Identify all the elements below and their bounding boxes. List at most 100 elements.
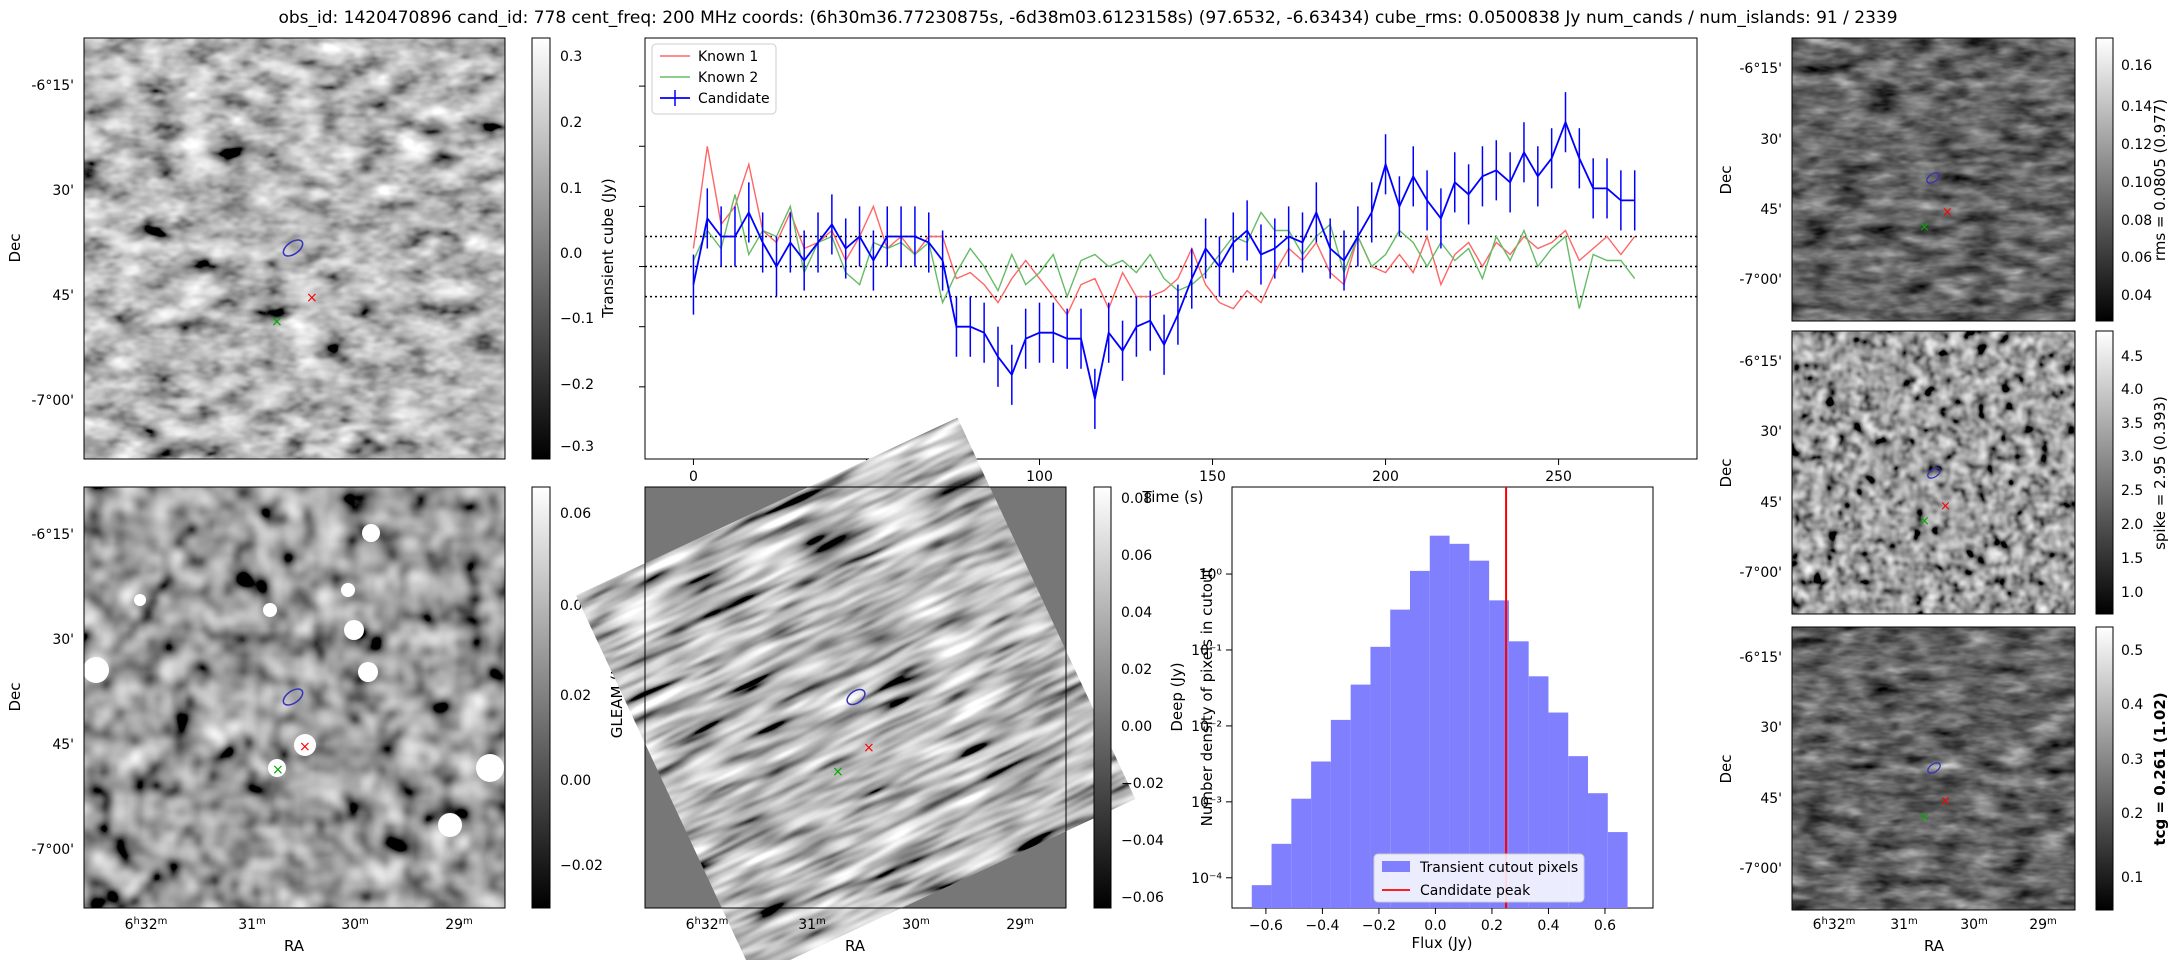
colorbar-tick: 3.0 — [2121, 449, 2143, 465]
dec-axis-label: Dec — [6, 233, 24, 262]
candidate-marker: × — [299, 739, 311, 755]
colorbar-tick: −0.06 — [1121, 890, 1164, 906]
known-marker: × — [271, 314, 283, 330]
known-marker: × — [1919, 220, 1930, 235]
known-marker: × — [272, 762, 284, 778]
colorbar-tick: 0.5 — [2121, 643, 2143, 659]
colorbar-tick: −0.1 — [560, 311, 594, 327]
histogram-bar — [1311, 761, 1331, 908]
candidate-marker: × — [863, 740, 875, 756]
histogram-bar — [1429, 535, 1450, 908]
dec-tick: 30' — [1760, 424, 1782, 440]
colorbar-label: Deep (Jy) — [1168, 662, 1186, 731]
flux-tick-label: −0.2 — [1362, 918, 1396, 934]
flux-axis-ticks: −0.6 −0.4 −0.2 0.0 0.2 0.4 0.6 — [1249, 908, 1616, 934]
colorbar-ticks: 0.16 0.14 0.12 0.10 0.08 0.06 0.04 — [2121, 58, 2152, 304]
ra-tick: 6h32m — [125, 916, 168, 934]
colorbar-tick: 0.16 — [2121, 58, 2152, 74]
time-tick-label: 200 — [1372, 469, 1399, 485]
legend-known2: Known 2 — [698, 70, 758, 86]
histogram-bar — [1350, 684, 1371, 908]
time-tick-label: 100 — [1026, 469, 1053, 485]
histogram-bar — [1330, 719, 1351, 908]
time-axis-label: Time (s) — [1142, 488, 1204, 506]
ra-axis-label: RA — [1924, 937, 1945, 955]
dec-tick: 45' — [1760, 202, 1782, 218]
colorbar-tick: 0.3 — [560, 49, 582, 65]
colorbar-tick: 0.08 — [2121, 213, 2152, 229]
colorbar-tick: 0.06 — [1121, 548, 1152, 564]
colorbar-tick: 0.1 — [560, 181, 582, 197]
colorbar-tick: −0.3 — [560, 439, 594, 455]
known-marker: × — [1919, 810, 1930, 825]
dec-tick-labels: -6°15' 30' 45' -7°00' — [1739, 354, 1782, 581]
flux-tick-label: −0.6 — [1249, 918, 1283, 934]
transient-image-panel: × × -6°15' 30' 45' -7°00' Dec 0.3 0.2 0.… — [6, 37, 617, 460]
colorbar-tick: 0.08 — [1121, 491, 1152, 507]
gleam-image-panel: × × -6°15' 30' 45' -7°00' Dec 6h32m 31m … — [6, 486, 626, 955]
source-ellipse — [1926, 172, 1940, 184]
histogram-bar — [1469, 560, 1490, 908]
series-line-known-1 — [692, 146, 1636, 317]
dec-tick: 30' — [1760, 132, 1782, 148]
lightcurve-panel: 050100150200250 Time (s) Known 1 Known 2… — [639, 37, 1698, 506]
ra-tick: 30m — [1960, 916, 1988, 934]
dec-tick: -6°15' — [31, 527, 74, 543]
histogram-bar — [1390, 609, 1411, 908]
flux-tick-label: 0.0 — [1424, 918, 1446, 934]
histogram-bar — [1489, 600, 1509, 908]
dec-axis-label: Dec — [6, 682, 24, 711]
dec-tick-labels: -6°15' 30' 45' -7°00' — [1739, 650, 1782, 877]
density-tick-label: 10⁻¹ — [1191, 643, 1222, 659]
histogram-bar — [1271, 843, 1292, 908]
colorbar-ticks: 4.5 4.0 3.5 3.0 2.5 2.0 1.5 1.0 — [2121, 349, 2143, 601]
dec-tick: 30' — [1760, 720, 1782, 736]
dec-axis-label: Dec — [1717, 458, 1735, 487]
density-tick-label: 10⁻⁴ — [1191, 871, 1222, 887]
histogram-bars — [1251, 535, 1628, 908]
colorbar-tick: 0.3 — [2121, 752, 2143, 768]
colorbar-ticks: 0.5 0.4 0.3 0.2 0.1 — [2121, 643, 2143, 886]
candidate-marker: × — [1940, 499, 1951, 514]
known-marker: × — [1919, 514, 1930, 529]
legend-peak: Candidate peak — [1420, 883, 1531, 899]
colorbar-tick: 0.2 — [2121, 806, 2143, 822]
colorbar-tick: −0.02 — [560, 858, 603, 874]
histogram-bar — [1410, 570, 1430, 908]
density-axis-label: Number density of pixels in cutout — [1198, 568, 1216, 827]
time-tick-label: 0 — [689, 469, 698, 485]
figure-title: obs_id: 1420470896 cand_id: 778 cent_fre… — [278, 8, 1897, 28]
ra-tick-labels: 6h32m 31m 30m 29m — [686, 916, 1034, 934]
histogram-bar — [1508, 641, 1529, 908]
colorbar-tick: 0.02 — [560, 688, 591, 704]
legend-hist-swatch — [1382, 861, 1410, 872]
colorbar-tick: 0.06 — [560, 506, 591, 522]
dec-tick-labels: -6°15' 30' 45' -7°00' — [1739, 61, 1782, 288]
density-tick-label: 10⁻² — [1191, 719, 1222, 735]
legend-hist: Transient cutout pixels — [1419, 860, 1578, 876]
density-tick-label: 10⁰ — [1199, 567, 1223, 583]
colorbar-label: spike = 2.95 (0.393) — [2151, 396, 2169, 550]
colorbar-ticks: 0.3 0.2 0.1 0.0 −0.1 −0.2 −0.3 — [560, 49, 594, 455]
colorbar-label: rms = 0.0805 (0.977) — [2151, 99, 2169, 261]
flux-tick-label: −0.4 — [1305, 918, 1339, 934]
histogram-panel: −0.6 −0.4 −0.2 0.0 0.2 0.4 0.6 10⁻⁴10⁻³10⁻²10⁻… — [1191, 486, 1654, 952]
deep-image-panel: × × 6h32m 31m 30m 29m RA 0.08 0.06 0.04 … — [576, 418, 1186, 960]
ra-tick: 31m — [238, 916, 266, 934]
histogram-bar — [1588, 793, 1608, 908]
ra-tick: 29m — [445, 916, 473, 934]
dec-tick-labels: -6°15' 30' 45' -7°00' — [31, 527, 74, 858]
legend-known1: Known 1 — [698, 49, 758, 65]
ra-tick: 30m — [902, 916, 930, 934]
ra-tick: 31m — [798, 916, 826, 934]
colorbar-tick: 0.10 — [2121, 175, 2152, 191]
candidate-marker: × — [306, 290, 318, 306]
candidate-marker: × — [1940, 794, 1951, 809]
ra-tick: 6h32m — [1813, 916, 1856, 934]
dec-tick: 45' — [52, 288, 74, 304]
ra-tick-labels: 6h32m 31m 30m 29m — [125, 916, 473, 934]
colorbar-tick: 0.1 — [2121, 870, 2143, 886]
dec-tick: -6°15' — [1739, 354, 1782, 370]
colorbar-label: tcg = 0.261 (1.02) — [2151, 692, 2169, 845]
